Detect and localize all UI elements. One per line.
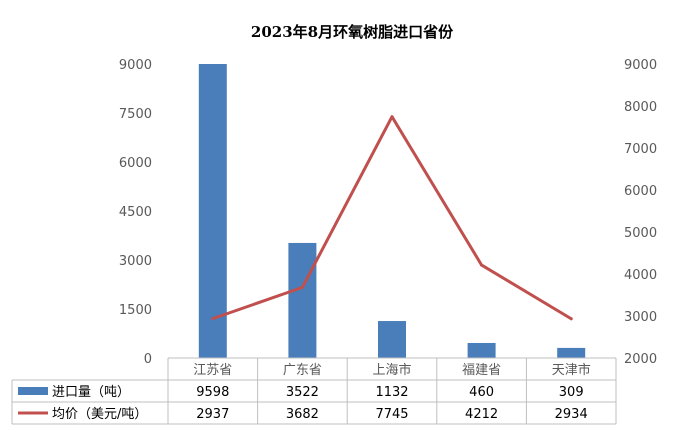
right-tick-label: 9000: [624, 58, 657, 73]
line-point: [300, 285, 304, 289]
left-axis-ticks: 0 1500 3000 4500 6000 7500 9000: [119, 58, 152, 367]
left-tick-label: 3000: [119, 254, 152, 269]
bar: [557, 347, 586, 358]
right-tick-label: 4000: [624, 268, 657, 283]
right-axis-ticks: 2000 3000 4000 5000 6000 7000 8000 9000: [624, 58, 657, 367]
left-tick-label: 7500: [119, 107, 152, 122]
category-label: 上海市: [372, 362, 411, 378]
series-name: 均价（美元/吨）: [52, 407, 147, 422]
chart-title: 2023年8月环氧树脂进口省份: [251, 23, 454, 41]
table-value: 2934: [555, 407, 588, 422]
category-label: 福建省: [462, 363, 501, 378]
line-point: [390, 115, 394, 119]
right-tick-label: 8000: [624, 100, 657, 115]
table-value: 1132: [375, 385, 408, 400]
line-point: [569, 317, 573, 321]
table-value: 4212: [465, 407, 498, 422]
left-tick-label: 4500: [119, 205, 152, 220]
table-value: 7745: [375, 407, 408, 422]
bar: [198, 64, 227, 358]
right-tick-label: 6000: [624, 184, 657, 199]
table-value: 9598: [196, 385, 229, 400]
right-tick-label: 2000: [624, 352, 657, 367]
line-series: [211, 115, 573, 321]
left-tick-label: 1500: [119, 303, 152, 318]
right-tick-label: 3000: [624, 310, 657, 325]
table-value: 3522: [286, 385, 319, 400]
bar: [288, 242, 317, 358]
bar-series: [198, 64, 586, 358]
category-label: 江苏省: [193, 362, 232, 378]
line-point: [211, 317, 215, 321]
table-value: 309: [559, 385, 584, 400]
bar: [378, 321, 406, 358]
left-tick-label: 0: [144, 352, 152, 367]
right-tick-label: 5000: [624, 226, 657, 241]
category-label: 天津市: [552, 362, 591, 378]
legend-bar-key: [18, 387, 48, 395]
bar: [467, 342, 496, 358]
table-value: 460: [469, 385, 494, 400]
table-value: 3682: [286, 407, 319, 422]
right-tick-label: 7000: [624, 142, 657, 157]
line-path: [211, 115, 573, 321]
left-tick-label: 9000: [119, 58, 152, 73]
table-value: 2937: [196, 407, 229, 422]
left-tick-label: 6000: [119, 156, 152, 171]
line-point: [480, 263, 484, 267]
category-label: 广东省: [283, 363, 322, 378]
series-name: 进口量（吨）: [52, 385, 130, 400]
